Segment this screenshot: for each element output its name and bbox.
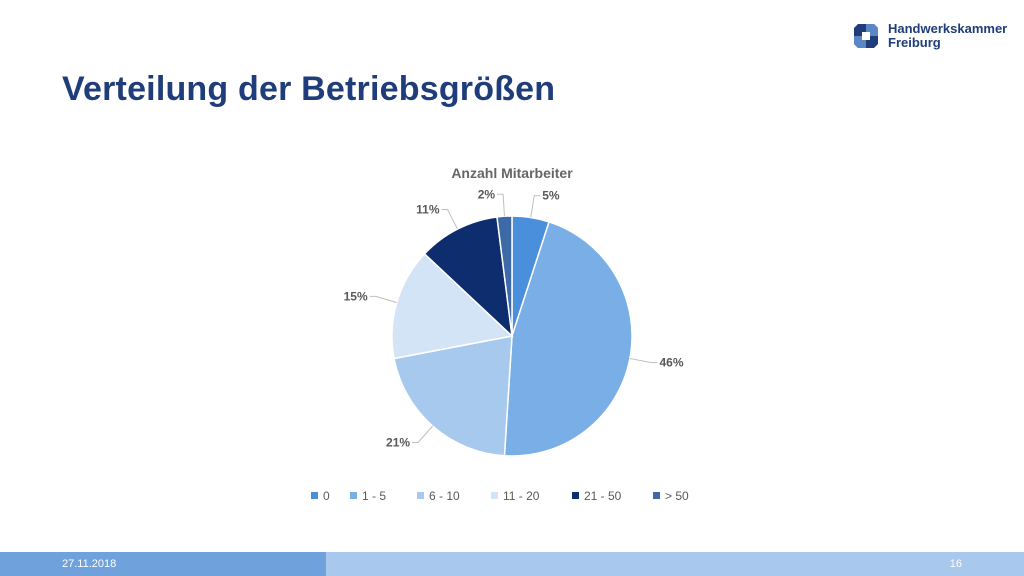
pie-slice-2 <box>393 335 513 457</box>
pie-data-label-0: 5% <box>542 189 560 203</box>
legend-swatch-2 <box>417 492 424 499</box>
pie-slice-1 <box>503 220 633 457</box>
logo: Handwerkskammer Freiburg <box>852 20 1012 52</box>
pie-leader-line-0 <box>530 195 541 218</box>
legend-label-3: 11 - 20 <box>503 489 540 503</box>
logo-line-1: Handwerkskammer <box>888 21 1008 36</box>
pie-leader-line-4 <box>441 208 458 230</box>
pie-chart: Anzahl Mitarbeiter 5% 46% 21% 15% 11% 2% 0 1 -… <box>300 158 730 518</box>
legend-label-2: 6 - 10 <box>429 489 460 503</box>
pie-data-label-1: 46% <box>659 356 683 370</box>
logo-text: Handwerkskammer Freiburg <box>888 22 1007 50</box>
legend-swatch-0 <box>311 492 318 499</box>
pie-data-labels: 5% 46% 21% 15% 11% 2% <box>344 187 684 449</box>
pie-chart-svg: Anzahl Mitarbeiter 5% 46% 21% 15% 11% 2% 0 1 -… <box>311 165 689 503</box>
legend-label-0: 0 <box>323 489 330 503</box>
footer: 27.11.2018 16 <box>0 552 1024 576</box>
legend-label-4: 21 - 50 <box>584 489 622 503</box>
pie-data-label-2: 21% <box>386 436 410 450</box>
footer-date: 27.11.2018 <box>62 558 117 570</box>
pie-slice-4 <box>423 216 514 338</box>
pie-leader-lines <box>369 193 658 444</box>
slide-title: Verteilung der Betriebsgrößen <box>62 70 556 108</box>
legend-swatch-4 <box>572 492 579 499</box>
chart-legend: 0 1 - 5 6 - 10 11 - 20 21 - 50 > 50 <box>311 489 689 503</box>
pie-leader-line-3 <box>369 295 397 304</box>
pie-data-label-3: 15% <box>344 289 368 303</box>
logo-line-2: Freiburg <box>888 35 941 50</box>
legend-swatch-3 <box>491 492 498 499</box>
pie-data-label-4: 11% <box>416 202 440 216</box>
pie-leader-line-1 <box>629 357 658 364</box>
legend-swatch-1 <box>350 492 357 499</box>
footer-right-bar <box>326 552 1024 576</box>
legend-swatch-5 <box>653 492 660 499</box>
pie-leader-line-2 <box>412 425 434 444</box>
pie-data-label-5: 2% <box>478 187 496 201</box>
pie-slices <box>391 215 633 457</box>
legend-label-5: > 50 <box>665 489 689 503</box>
chart-title: Anzahl Mitarbeiter <box>451 165 573 181</box>
pie-leader-line-5 <box>497 193 505 217</box>
pie-slice-3 <box>391 252 514 360</box>
legend-label-1: 1 - 5 <box>362 489 386 503</box>
footer-left-bar <box>0 552 326 576</box>
footer-page-number: 16 <box>949 558 962 570</box>
logo-mark-icon <box>854 24 878 48</box>
